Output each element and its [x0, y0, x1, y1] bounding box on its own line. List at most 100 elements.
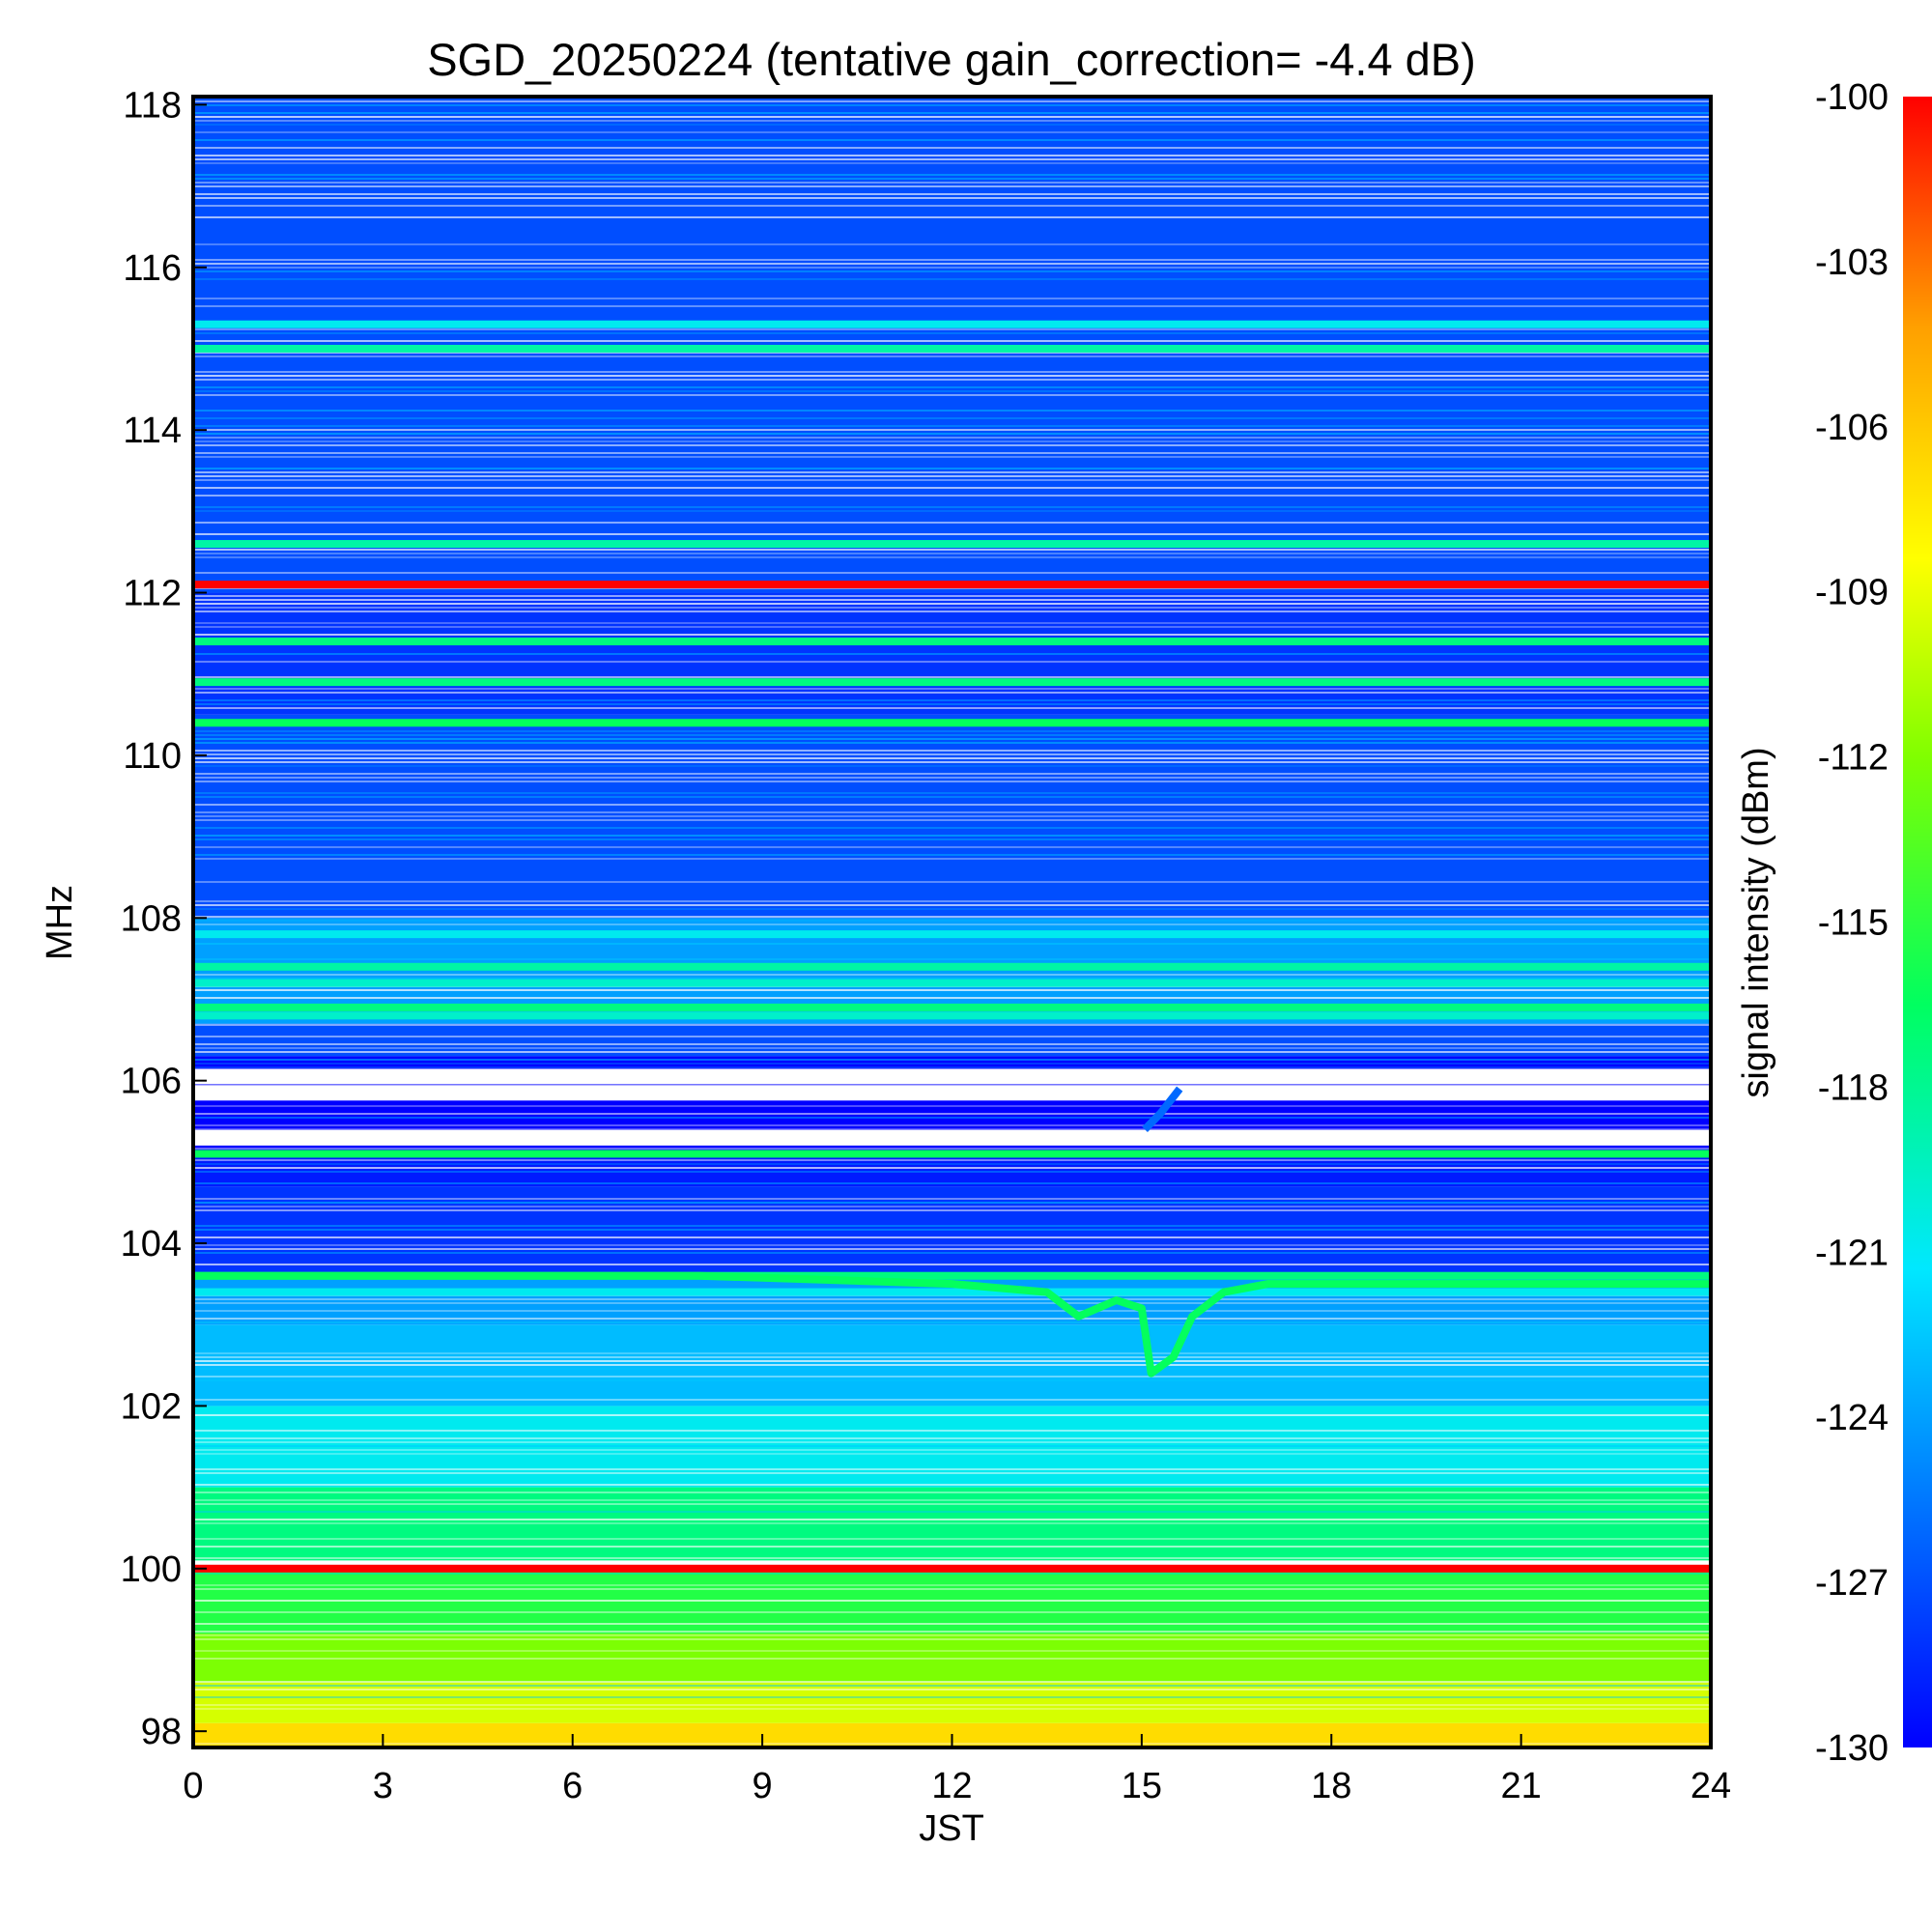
band-cell — [193, 97, 1711, 593]
y-axis: 98 100 102 104 106 108 110 112 114 116 118 — [121, 85, 207, 1752]
noise-row — [193, 1159, 1711, 1161]
noise-row — [193, 796, 1711, 798]
noise-row — [193, 1244, 1711, 1246]
noise-row — [193, 653, 1711, 655]
colorbar-tick-label: -121 — [1815, 1233, 1889, 1273]
noise-row — [193, 371, 1711, 373]
noise-row — [193, 804, 1711, 806]
noise-row — [193, 158, 1711, 160]
noise-row — [193, 120, 1711, 122]
noise-row — [193, 1573, 1711, 1575]
colorbar — [1903, 97, 1932, 1747]
drifting-signal — [193, 1271, 1711, 1378]
signal-line — [193, 1564, 1711, 1573]
band-cell — [193, 1682, 1711, 1723]
noise-row — [193, 352, 1711, 354]
noise-row — [193, 916, 1711, 918]
noise-row — [193, 1148, 1711, 1150]
noise-row — [193, 622, 1711, 624]
signal-line — [193, 1150, 1711, 1158]
noise-row — [193, 267, 1711, 269]
noise-row — [193, 846, 1711, 848]
noise-row — [193, 556, 1711, 558]
noise-row — [193, 1024, 1711, 1026]
noise-row — [193, 908, 1711, 910]
noise-row — [193, 390, 1711, 392]
noise-row — [193, 765, 1711, 767]
noise-row — [193, 943, 1711, 945]
noise-row — [193, 815, 1711, 817]
noise-row — [193, 178, 1711, 180]
noise-row — [193, 1236, 1711, 1238]
noise-row — [193, 182, 1711, 184]
noise-row — [193, 1360, 1711, 1362]
noise-row — [193, 1492, 1711, 1493]
noise-row — [193, 506, 1711, 508]
signal-line — [193, 540, 1711, 549]
noise-row — [193, 881, 1711, 883]
noise-row — [193, 305, 1711, 307]
noise-row — [193, 761, 1711, 763]
noise-row — [193, 1696, 1711, 1698]
noise-row — [193, 1124, 1711, 1126]
noise-row — [193, 792, 1711, 794]
x-tick-label: 15 — [1122, 1766, 1162, 1806]
signal-line — [193, 678, 1711, 687]
noise-row — [193, 827, 1711, 829]
noise-row — [193, 533, 1711, 535]
signal-line — [193, 344, 1711, 353]
noise-row — [193, 549, 1711, 551]
noise-row — [193, 858, 1711, 860]
x-tick-label: 0 — [183, 1766, 203, 1806]
noise-row — [193, 1414, 1711, 1416]
colorbar-tick-label: -112 — [1818, 738, 1889, 779]
noise-row — [193, 703, 1711, 705]
noise-row — [193, 1658, 1711, 1660]
noise-row — [193, 270, 1711, 272]
noise-row — [193, 410, 1711, 412]
signal-line — [193, 1011, 1711, 1020]
noise-row — [193, 923, 1711, 925]
noise-row — [193, 1310, 1711, 1312]
noise-row — [193, 1472, 1711, 1474]
noise-row — [193, 835, 1711, 837]
colorbar-label: signal intensity (dBm) — [1736, 747, 1776, 1097]
noise-row — [193, 1546, 1711, 1548]
signal-line — [193, 1003, 1711, 1011]
drifting-signal — [1142, 1086, 1183, 1132]
noise-row — [193, 1685, 1711, 1687]
x-tick-label: 18 — [1311, 1766, 1351, 1806]
noise-row — [193, 510, 1711, 512]
noise-row — [193, 750, 1711, 752]
noise-row — [193, 989, 1711, 991]
y-tick-label: 118 — [123, 85, 182, 126]
noise-row — [193, 819, 1711, 821]
x-tick-label: 21 — [1500, 1766, 1541, 1806]
noise-row — [193, 699, 1711, 701]
noise-row — [193, 753, 1711, 755]
noise-row — [193, 1128, 1711, 1130]
noise-row — [193, 854, 1711, 856]
signal-line — [193, 719, 1711, 727]
x-axis: 0 3 6 9 12 15 18 21 24 — [183, 1734, 1731, 1806]
noise-row — [193, 1561, 1711, 1563]
noise-row — [193, 688, 1711, 690]
noise-row — [193, 626, 1711, 628]
noise-row — [193, 1503, 1711, 1505]
noise-row — [193, 1368, 1711, 1370]
colorbar-tick-label: -115 — [1818, 903, 1889, 944]
noise-row — [193, 379, 1711, 381]
noise-row — [193, 116, 1711, 118]
noise-row — [193, 1364, 1711, 1366]
band-cell — [193, 1487, 1711, 1561]
noise-row — [193, 332, 1711, 334]
noise-row — [193, 1437, 1711, 1439]
signal-line — [193, 320, 1711, 328]
noise-row — [193, 1708, 1711, 1710]
noise-row — [193, 1206, 1711, 1208]
noise-row — [193, 1379, 1711, 1381]
noise-row — [193, 634, 1711, 636]
signal-line — [193, 979, 1711, 987]
noise-row — [193, 611, 1711, 612]
